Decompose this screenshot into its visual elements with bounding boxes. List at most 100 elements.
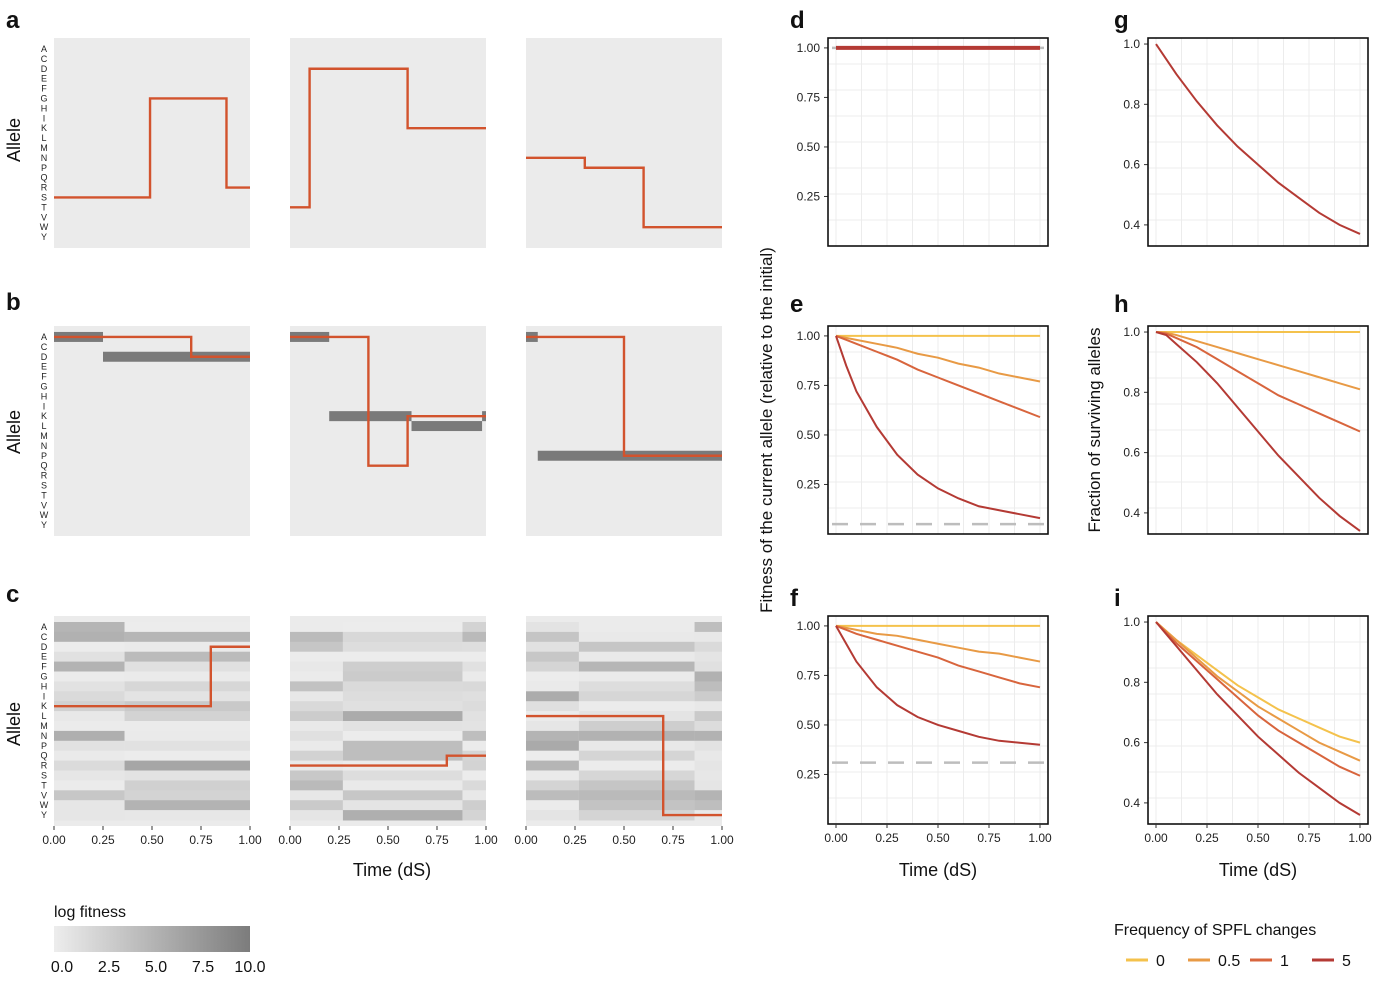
allele-tick-label: S: [41, 192, 47, 202]
allele-tick-label: M: [40, 721, 48, 731]
heatmap-cell: [124, 681, 250, 692]
allele-tick-label: Q: [40, 751, 47, 761]
heatmap-cell: [124, 800, 250, 811]
heatmap-cell: [124, 740, 250, 752]
heatmap-cell: [342, 622, 463, 633]
panel-background: [290, 38, 486, 248]
y-tick-label: 0.6: [1123, 446, 1140, 460]
panel-d-chart: 0.25 0.50 0.75 1.00: [797, 37, 1049, 247]
heatmap-cell: [526, 641, 579, 653]
x-tick-label: 1.00: [710, 833, 734, 847]
allele-tick-label: G: [40, 381, 47, 391]
colorbar-tick-label: 2.5: [98, 959, 120, 976]
panel-label-e: e: [790, 291, 803, 318]
allele-tick-label: W: [40, 222, 49, 232]
allele-axis-title-a: Allele: [4, 118, 24, 162]
heatmap-cell: [290, 800, 343, 811]
surviving-axis-title: Fraction of surviving alleles: [1085, 327, 1104, 532]
panel-c-3: 0.00 0.25 0.50 0.75 1.00: [514, 616, 734, 847]
heatmap-cell: [342, 790, 463, 801]
heatmap-cell: [694, 661, 722, 672]
heatmap-cell: [124, 671, 250, 682]
y-tick-label: 1.0: [1123, 325, 1140, 339]
allele-trajectory: [526, 156, 722, 229]
heatmap-cell: [54, 770, 125, 781]
series-line-1: [1155, 331, 1361, 433]
allele-tick-label: P: [41, 741, 47, 751]
x-tick-label: 1.00: [1348, 831, 1372, 845]
heatmap-cell: [694, 730, 722, 742]
heatmap-cell: [342, 711, 463, 722]
heatmap-cell: [342, 651, 463, 663]
allele-tick-label: F: [41, 84, 47, 94]
x-tick-label: 0.50: [926, 831, 950, 845]
heatmap-cell: [694, 770, 722, 781]
y-tick-label: 0.50: [797, 718, 821, 732]
allele-tick-label: Q: [40, 173, 47, 183]
x-tick-label: 0.50: [612, 833, 636, 847]
heatmap-cell: [578, 641, 695, 653]
heatmap-cell: [462, 711, 486, 722]
x-tick-label: 0.50: [376, 833, 400, 847]
allele-tick-label: A: [41, 332, 47, 342]
heatmap-cell: [54, 631, 125, 643]
allele-trajectory: [54, 97, 250, 199]
heatmap-cell: [694, 671, 722, 682]
heatmap-cell: [342, 681, 463, 692]
heatmap-cell: [462, 681, 486, 692]
colorbar-tick-label: 7.5: [192, 959, 214, 976]
panel-label-i: i: [1114, 585, 1121, 612]
heatmap-cell: [578, 631, 695, 643]
allele-tick-label: E: [41, 652, 47, 662]
allele-tick-label: C: [41, 342, 48, 352]
colorbar: [54, 926, 250, 952]
x-tick-label: 1.00: [1028, 831, 1052, 845]
heatmap-cell: [290, 701, 343, 712]
y-tick-label: 1.00: [797, 329, 821, 343]
allele-tick-label: M: [40, 143, 48, 153]
y-tick-label: 1.00: [797, 619, 821, 633]
x-tick-label: 0.00: [824, 831, 848, 845]
heatmap-cell: [578, 790, 695, 801]
heatmap-cell: [578, 770, 695, 781]
heatmap-cell: [124, 780, 250, 791]
allele-tick-label: R: [41, 761, 48, 771]
heatmap-cell: [526, 760, 579, 771]
heatmap-cell: [54, 691, 125, 702]
allele-tick-label: T: [41, 490, 47, 500]
heatmap-cell: [462, 780, 486, 791]
y-tick-label: 0.8: [1123, 385, 1140, 399]
x-tick-label: 0.75: [189, 833, 213, 847]
heatmap-cell: [526, 691, 579, 702]
heatmap-cell: [462, 631, 486, 643]
heatmap-cell: [694, 701, 722, 712]
allele-tick-label: V: [41, 500, 47, 510]
heatmap-cell: [342, 740, 463, 752]
heatmap-cell: [54, 740, 125, 752]
heatmap-cell: [526, 631, 579, 643]
heatmap-cell: [290, 681, 343, 692]
x-tick-label: 1.00: [474, 833, 498, 847]
heatmap-cell: [54, 622, 125, 633]
heatmap-cell: [124, 651, 250, 663]
allele-tick-label: E: [41, 74, 47, 84]
panel-label-f: f: [790, 585, 799, 612]
heatmap-cell: [342, 641, 463, 653]
allele-tick-label: K: [41, 411, 47, 421]
heatmap-cell: [124, 760, 250, 771]
heatmap-cell: [526, 651, 579, 663]
series-line-0.5: [1155, 331, 1361, 391]
heatmap-cell: [124, 750, 250, 762]
heatmap-cell: [526, 671, 579, 682]
heatmap-cell: [578, 691, 695, 702]
allele-axis-title-b: Allele: [4, 410, 24, 454]
heatmap-cell: [124, 721, 250, 732]
allele-tick-label: N: [41, 441, 48, 451]
panel-b-3: [526, 326, 722, 536]
heatmap-cell: [526, 622, 579, 633]
y-tick-label: 0.50: [797, 140, 821, 154]
heatmap-cell: [578, 730, 695, 742]
heatmap-cell: [54, 721, 125, 732]
series-line-1: [835, 334, 1041, 419]
